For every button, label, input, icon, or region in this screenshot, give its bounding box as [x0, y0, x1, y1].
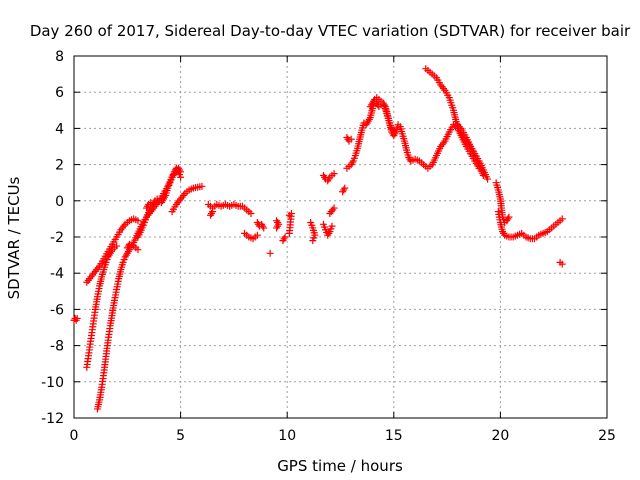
x-axis-label: GPS time / hours [277, 457, 403, 475]
data-points [70, 65, 566, 413]
series-track-K [241, 229, 261, 243]
data-point [198, 182, 206, 190]
series-track-J [206, 208, 217, 219]
y-tick-label: 0 [55, 194, 64, 210]
y-tick-label: -12 [41, 411, 64, 427]
series-track-L [253, 219, 268, 232]
y-tick-label: -10 [41, 375, 64, 391]
chart-title: Day 260 of 2017, Sidereal Day-to-day VTE… [30, 22, 631, 40]
x-tick-label: 15 [385, 428, 403, 444]
series-track-R [319, 220, 336, 239]
series-track-P [285, 209, 295, 237]
data-point [341, 184, 349, 192]
data-point [390, 128, 398, 136]
series-track-M [266, 249, 274, 257]
series-track-V [343, 133, 355, 145]
y-tick-label: 4 [55, 121, 64, 137]
x-tick-label: 5 [176, 428, 185, 444]
series-track-AA [454, 121, 487, 179]
data-point [134, 217, 142, 225]
data-point [558, 215, 566, 223]
data-point [330, 170, 338, 178]
data-point [209, 208, 217, 216]
series-track-T [326, 204, 338, 217]
series-track-H [168, 182, 206, 216]
y-tick-label: -2 [50, 230, 64, 246]
series-track-Q [307, 219, 319, 245]
data-point [330, 204, 338, 212]
data-point [347, 135, 355, 143]
data-point [505, 213, 513, 221]
series-track-X [366, 94, 398, 136]
series-track-AB [492, 179, 513, 227]
x-tick-label: 20 [491, 428, 509, 444]
x-tick-label: 25 [598, 428, 616, 444]
data-point [253, 231, 261, 239]
series-track-U [339, 184, 349, 196]
data-point [113, 242, 121, 250]
data-point [260, 224, 268, 232]
series-track-AC [494, 208, 566, 243]
data-point [177, 168, 185, 176]
data-point [266, 249, 274, 257]
data-point [134, 246, 142, 254]
data-point [247, 209, 255, 217]
y-tick-label: -4 [50, 266, 64, 282]
data-point [285, 229, 293, 237]
data-point [479, 171, 487, 179]
data-point [328, 222, 336, 230]
data-point [281, 233, 289, 241]
series-track-Y [407, 121, 483, 172]
x-tick-label: 10 [278, 428, 296, 444]
series-track-A [70, 314, 81, 324]
y-axis-label: SDTVAR / TECUs [5, 176, 23, 299]
series-track-G [142, 164, 185, 212]
series-track-E [123, 240, 142, 254]
data-point [73, 314, 81, 322]
data-point [484, 175, 492, 183]
series-track-S [319, 170, 338, 185]
x-tick-label: 0 [70, 428, 79, 444]
data-point [273, 224, 281, 232]
y-tick-label: 8 [55, 49, 64, 65]
axis-ticks: 0 5 10 15 20 25 -12 -10 -8 -6 -4 -2 0 2 4 6 8 [41, 49, 616, 444]
y-tick-label: -8 [50, 339, 64, 355]
series-track-I [204, 200, 255, 217]
data-point [558, 260, 566, 268]
series-track-N [273, 217, 283, 232]
series-track-AD [556, 258, 566, 268]
data-point [309, 237, 317, 245]
series-track-C [83, 242, 121, 371]
y-tick-label: 6 [55, 85, 64, 101]
y-tick-label: -6 [50, 302, 64, 318]
y-tick-label: 2 [55, 158, 64, 174]
grid [74, 56, 607, 418]
series-track-O [279, 233, 289, 245]
